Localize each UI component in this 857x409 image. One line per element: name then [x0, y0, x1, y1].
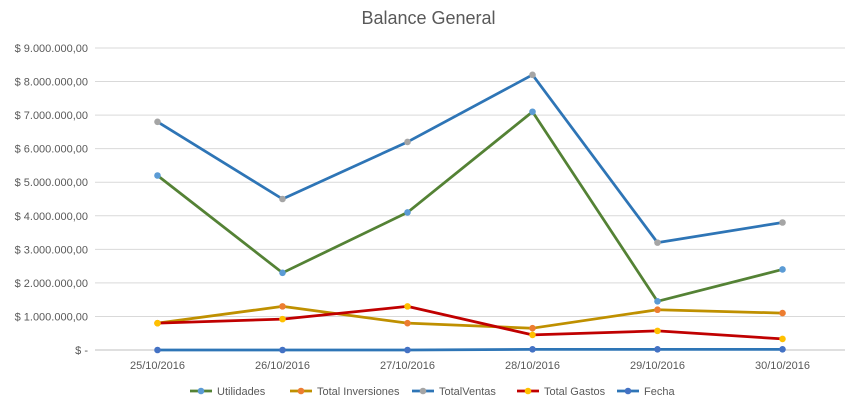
x-axis-ticks: 25/10/2016 26/10/2016 27/10/2016 28/10/2016…	[130, 360, 810, 372]
x-tick-label: 27/10/2016	[380, 360, 435, 372]
series-3	[154, 303, 786, 343]
data-point	[404, 303, 411, 310]
data-point	[279, 303, 286, 310]
legend-item: Total Inversiones	[290, 386, 400, 398]
legend-label: Fecha	[644, 386, 675, 398]
data-point	[154, 319, 161, 327]
x-tick-label: 30/10/2016	[755, 360, 810, 372]
data-point	[779, 335, 786, 343]
data-point	[279, 346, 286, 354]
data-point	[779, 219, 786, 226]
legend-marker	[419, 387, 427, 395]
series-layer	[154, 71, 786, 354]
data-point	[654, 298, 661, 305]
data-point	[529, 324, 536, 332]
data-point	[529, 108, 536, 116]
y-tick-label: $ 4.000.000,00	[15, 211, 88, 223]
x-tick-label: 28/10/2016	[505, 360, 560, 372]
y-tick-label: $ 6.000.000,00	[15, 144, 88, 156]
legend-marker	[524, 387, 532, 395]
data-point	[654, 306, 661, 314]
legend-label: TotalVentas	[439, 386, 496, 398]
series-line	[156, 110, 783, 303]
y-tick-label: $ 1.000.000,00	[15, 311, 88, 323]
data-point	[154, 346, 161, 354]
data-point	[279, 315, 286, 323]
legend-marker	[624, 387, 632, 395]
data-point	[279, 195, 286, 203]
data-point	[404, 319, 411, 327]
data-point	[654, 346, 661, 353]
data-point	[529, 331, 536, 339]
legend-label: Total Inversiones	[317, 386, 400, 398]
legend-item: Fecha	[617, 386, 675, 398]
y-tick-label: $ -	[75, 345, 88, 357]
legend-marker	[197, 387, 205, 395]
data-point	[654, 327, 661, 335]
y-tick-label: $ 7.000.000,00	[15, 110, 88, 122]
series-1	[154, 303, 786, 332]
y-tick-label: $ 2.000.000,00	[15, 278, 88, 290]
legend-label: Utilidades	[217, 386, 266, 398]
y-tick-label: $ 9.000.000,00	[15, 43, 88, 55]
y-tick-label: $ 3.000.000,00	[15, 244, 88, 256]
chart-title: Balance General	[361, 8, 496, 28]
data-point	[529, 346, 536, 353]
data-point	[779, 346, 786, 353]
y-axis-ticks: $ - $ 1.000.000,00 $ 2.000.000,00 $ 3.000.0…	[15, 43, 89, 357]
legend: Utilidades Total Inversiones TotalVentas To…	[190, 386, 675, 398]
legend-item: TotalVentas	[412, 386, 496, 398]
data-point	[404, 209, 411, 216]
series-2	[154, 71, 786, 246]
y-tick-label: $ 8.000.000,00	[15, 77, 88, 89]
legend-label: Total Gastos	[544, 386, 606, 398]
series-line	[157, 305, 783, 341]
data-point	[154, 172, 161, 179]
series-4	[154, 346, 786, 354]
legend-marker	[297, 387, 305, 395]
data-point	[154, 118, 161, 126]
series-line	[156, 73, 783, 244]
series-line	[157, 347, 783, 352]
data-point	[529, 71, 536, 79]
data-point	[779, 309, 786, 317]
data-point	[779, 266, 786, 273]
x-tick-label: 25/10/2016	[130, 360, 185, 372]
grid-layer	[95, 47, 845, 351]
series-line	[157, 305, 783, 330]
data-point	[404, 346, 411, 354]
data-point	[654, 239, 661, 246]
x-tick-label: 29/10/2016	[630, 360, 685, 372]
legend-item: Total Gastos	[517, 386, 606, 398]
series-0	[154, 108, 786, 305]
data-point	[404, 138, 411, 146]
legend-item: Utilidades	[190, 386, 266, 398]
x-tick-label: 26/10/2016	[255, 360, 310, 372]
data-point	[279, 269, 286, 277]
y-tick-label: $ 5.000.000,00	[15, 177, 88, 189]
